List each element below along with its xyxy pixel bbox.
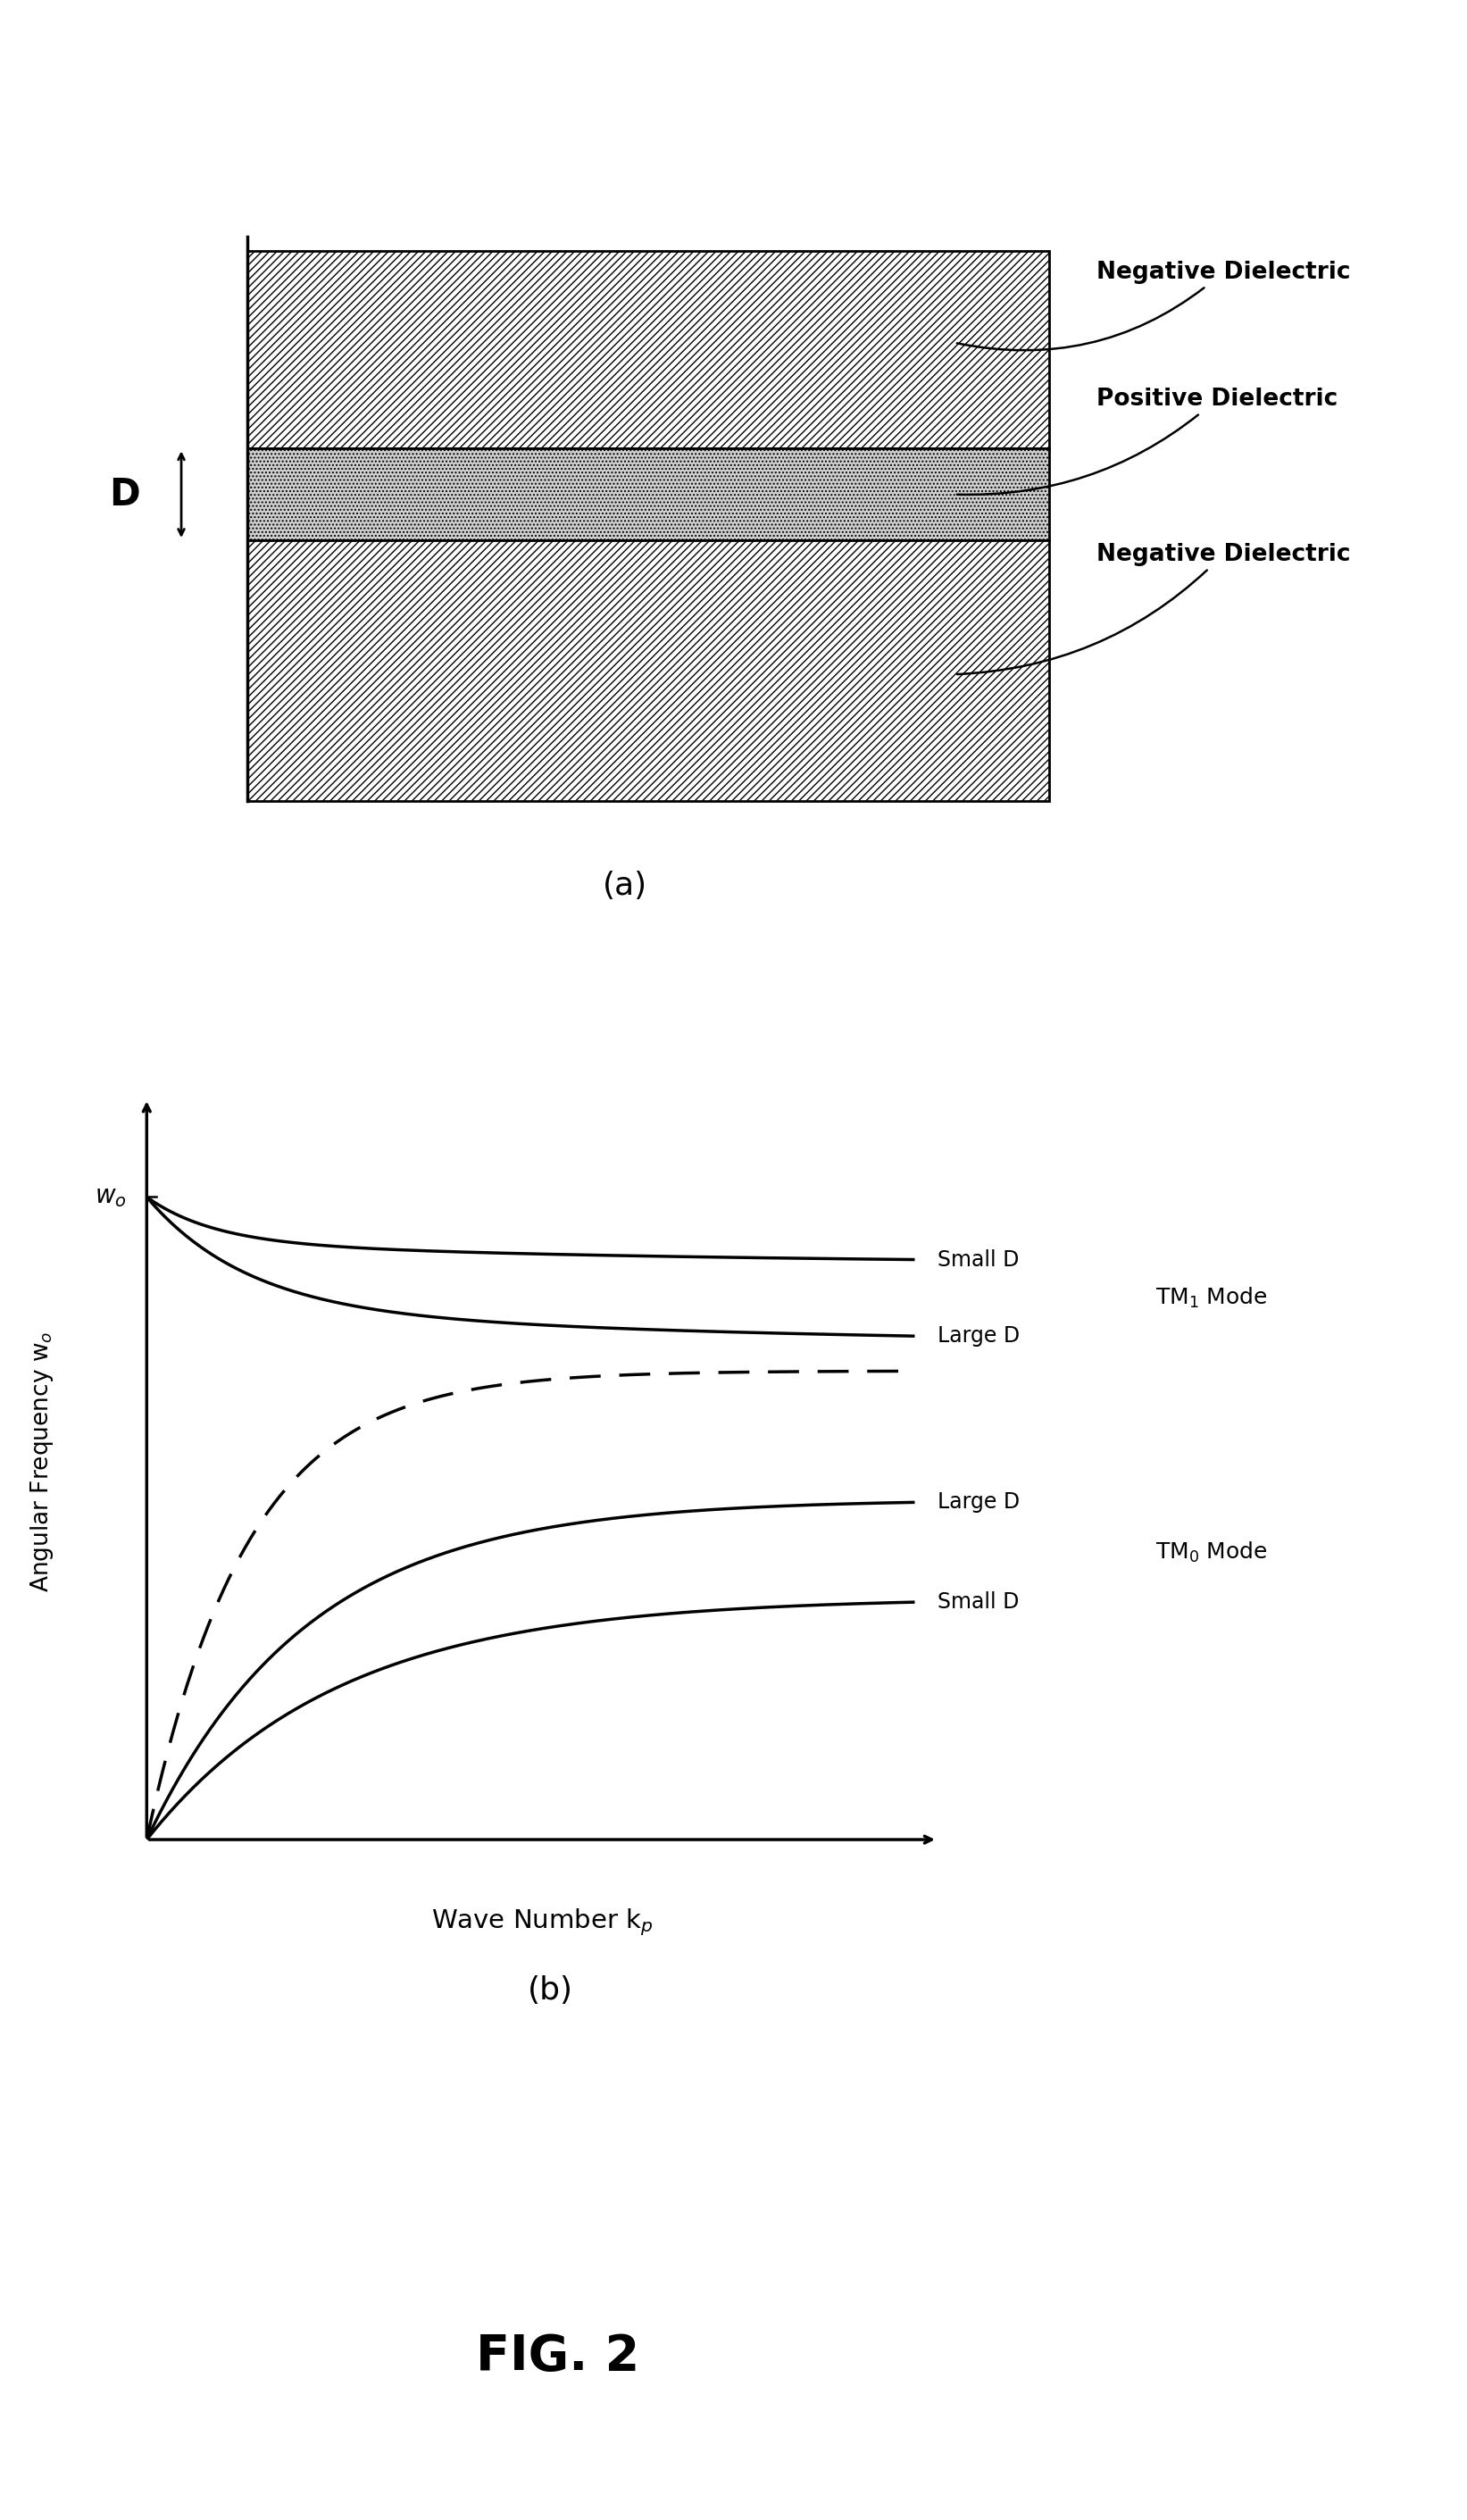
Bar [248, 449, 1049, 539]
Text: Small D: Small D [937, 1250, 1020, 1270]
Text: Large D: Large D [937, 1492, 1020, 1512]
Text: Small D: Small D [937, 1593, 1020, 1613]
Text: Wave Number k$_p$: Wave Number k$_p$ [431, 1908, 653, 1938]
Bar [248, 539, 1049, 801]
Text: Negative Dielectric: Negative Dielectric [956, 260, 1350, 350]
Text: Large D: Large D [937, 1326, 1020, 1346]
Text: D: D [109, 476, 141, 514]
Text: Positive Dielectric: Positive Dielectric [956, 388, 1338, 494]
Text: (b): (b) [527, 1976, 574, 2006]
Text: $w_o$: $w_o$ [95, 1184, 126, 1210]
Text: Angular Frequency w$_o$: Angular Frequency w$_o$ [28, 1331, 56, 1593]
Text: FIG. 2: FIG. 2 [475, 2331, 640, 2381]
Text: TM$_1$ Mode: TM$_1$ Mode [1156, 1285, 1267, 1310]
Text: (a): (a) [601, 872, 647, 902]
Text: TM$_0$ Mode: TM$_0$ Mode [1156, 1540, 1267, 1565]
Text: Negative Dielectric: Negative Dielectric [956, 542, 1350, 675]
Bar [248, 252, 1049, 449]
